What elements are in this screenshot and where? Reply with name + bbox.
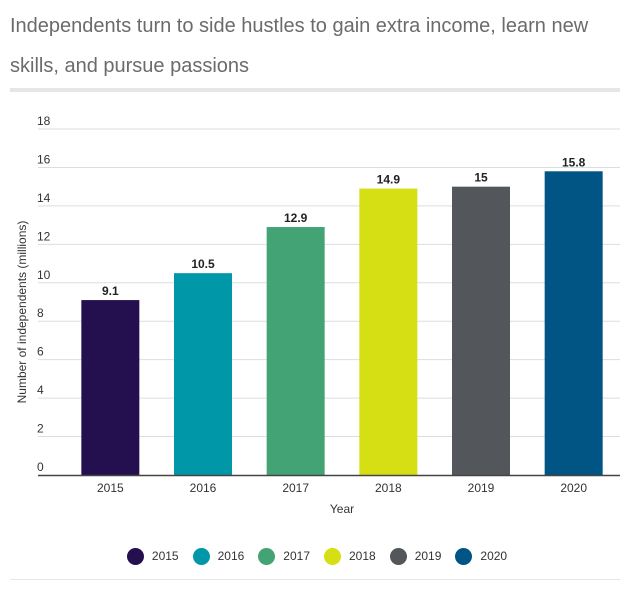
legend-label: 2015 (151, 549, 179, 563)
x-tick-label: 2017 (282, 481, 309, 495)
y-tick-label: 12 (37, 229, 51, 243)
legend-swatch (126, 547, 144, 565)
bar-2015 (81, 300, 140, 475)
legend-swatch (324, 547, 341, 565)
bar-2018 (359, 188, 418, 476)
y-tick-label: 18 (37, 114, 51, 128)
data-label: 9.1 (102, 284, 119, 298)
data-label: 12.9 (284, 211, 308, 225)
y-tick-label: 10 (37, 268, 51, 282)
bar-2020 (544, 171, 603, 476)
y-tick-label: 0 (37, 460, 44, 474)
data-labels: 9.1 10.5 12.9 14.9 15 15.8 (102, 155, 586, 298)
legend-swatch (455, 547, 473, 565)
bar-2017 (266, 227, 325, 475)
y-tick-label: 4 (37, 383, 44, 397)
legend-item-2019[interactable]: 2019 (389, 547, 442, 565)
x-tick-label: 2016 (190, 481, 217, 495)
y-tick-label: 2 (37, 422, 44, 436)
data-label: 15.8 (562, 155, 586, 169)
data-label: 15 (474, 171, 488, 185)
bottom-divider (10, 579, 620, 580)
chart-title: Independents turn to side hustles to gai… (10, 15, 589, 77)
x-tick-label: 2020 (560, 481, 587, 495)
legend-item-2017[interactable]: 2017 (258, 547, 310, 565)
legend-swatch (192, 547, 210, 565)
gridlines (38, 128, 620, 438)
y-axis-ticks: 0 2 4 6 8 10 12 14 16 18 (37, 114, 51, 474)
x-tick-label: 2018 (375, 481, 402, 495)
data-label: 10.5 (191, 257, 215, 271)
legend-item-2020[interactable]: 2020 (455, 547, 508, 565)
x-axis-title: Year (330, 502, 354, 516)
legend-label: 2017 (283, 549, 310, 563)
y-tick-label: 16 (37, 152, 51, 166)
y-axis-title: Number of independents (millions) (15, 221, 29, 404)
bar-2016 (174, 273, 232, 475)
x-tick-label: 2015 (97, 481, 124, 495)
bars (81, 171, 603, 476)
data-label: 14.9 (377, 173, 401, 187)
legend-item-2016[interactable]: 2016 (192, 547, 245, 565)
legend: 2015 2016 2017 2018 2019 2020 (0, 544, 634, 568)
legend-item-2018[interactable]: 2018 (324, 547, 376, 565)
y-tick-label: 6 (37, 345, 44, 359)
bar-2019 (452, 186, 510, 475)
y-tick-label: 8 (37, 306, 44, 320)
legend-item-2015[interactable]: 2015 (126, 547, 179, 565)
title-divider (10, 88, 620, 92)
x-tick-label: 2019 (468, 481, 495, 495)
legend-label: 2020 (480, 549, 508, 563)
legend-label: 2018 (349, 549, 376, 563)
legend-swatch (258, 547, 276, 565)
legend-swatch (389, 547, 407, 565)
legend-label: 2019 (414, 549, 442, 563)
bar-chart: 0 2 4 6 8 10 12 14 16 18 9.1 10.5 12.9 14.9 15 15.8 20… (15, 114, 620, 516)
y-tick-label: 14 (37, 191, 51, 205)
legend-label: 2016 (217, 549, 245, 563)
x-axis-ticks: 2015 2016 2017 2018 2019 2020 (97, 481, 587, 495)
